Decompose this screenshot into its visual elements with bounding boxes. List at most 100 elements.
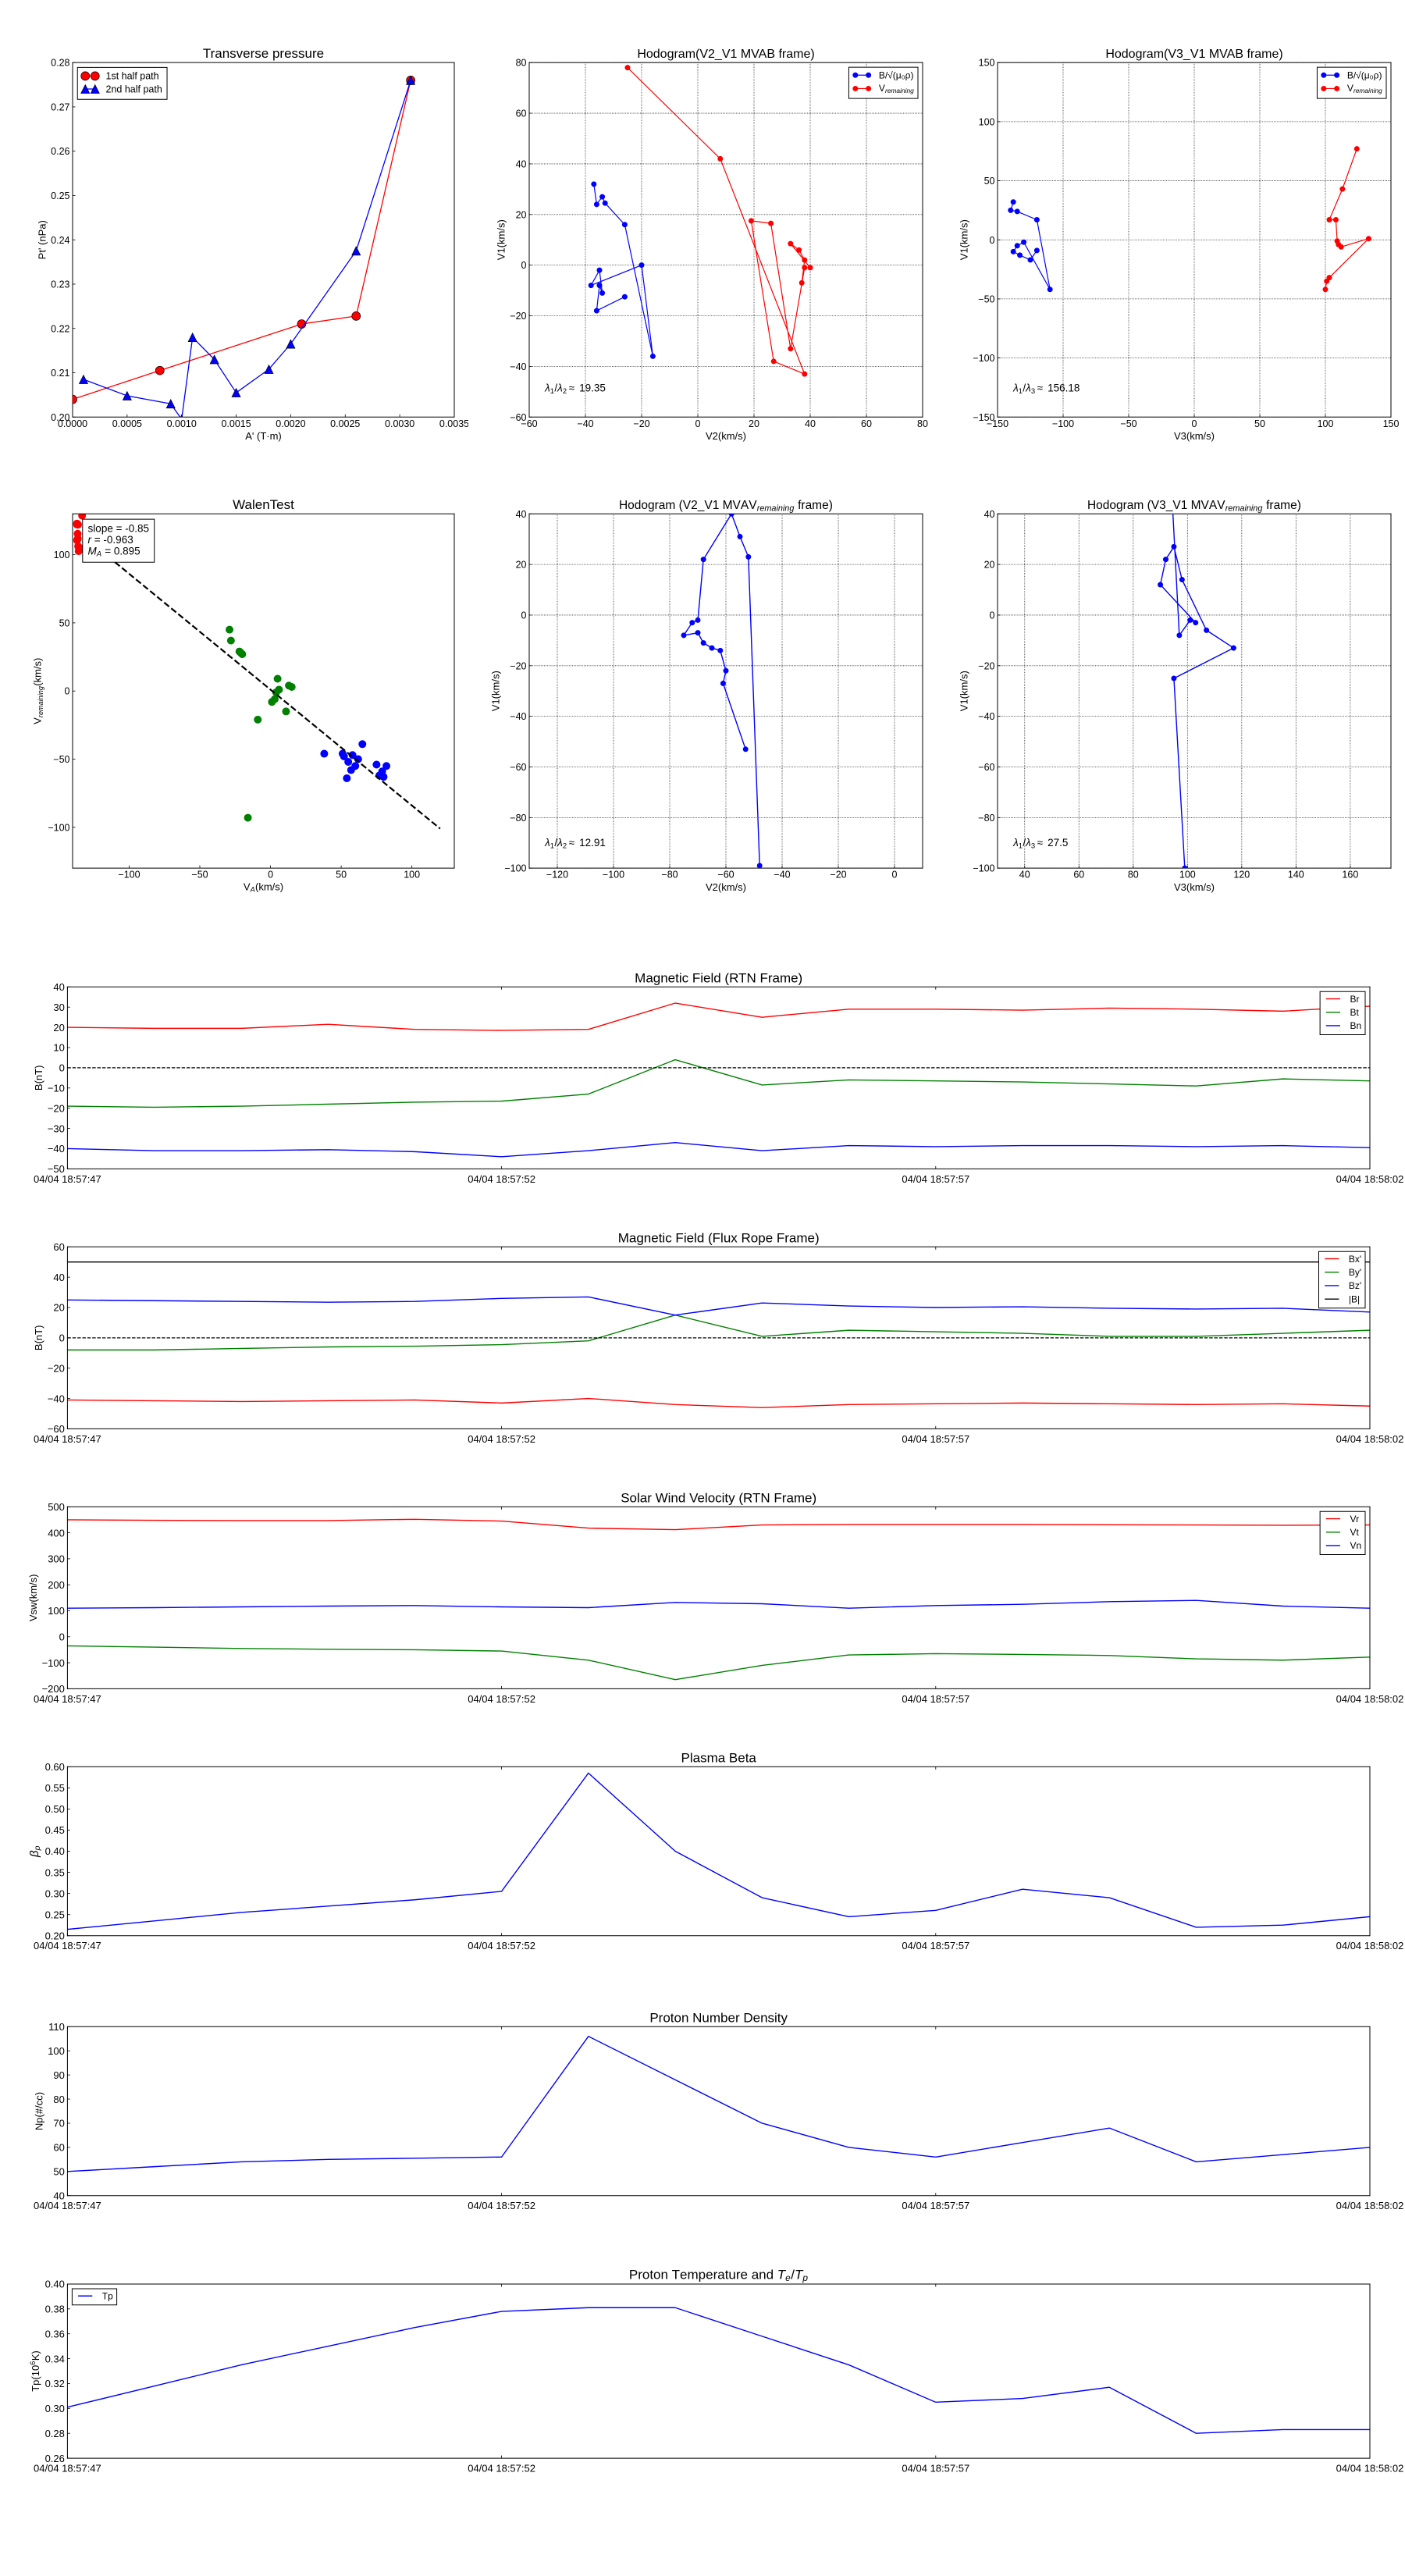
svg-text:500: 500 — [48, 1501, 65, 1513]
svg-text:0.36: 0.36 — [45, 2328, 65, 2339]
svg-text:V3(km/s): V3(km/s) — [1174, 430, 1215, 442]
svg-text:10: 10 — [53, 1041, 64, 1053]
svg-text:−80: −80 — [978, 813, 994, 824]
svg-text:Np(#/cc): Np(#/cc) — [34, 2091, 45, 2129]
svg-text:0.34: 0.34 — [45, 2353, 65, 2364]
svg-text:04/04 18:58:02: 04/04 18:58:02 — [1336, 1940, 1404, 1952]
svg-text:B(nT): B(nT) — [33, 1065, 44, 1091]
svg-text:Bx': Bx' — [1349, 1253, 1361, 1264]
svg-text:04/04 18:57:47: 04/04 18:57:47 — [34, 2462, 101, 2474]
svg-text:Pt' (nPa): Pt' (nPa) — [36, 220, 48, 259]
svg-text:20: 20 — [53, 1301, 64, 1313]
svg-text:V1(km/s): V1(km/s) — [496, 219, 507, 260]
svg-text:40: 40 — [516, 509, 527, 520]
svg-text:WalenTest: WalenTest — [233, 497, 294, 512]
svg-text:0.21: 0.21 — [51, 368, 69, 379]
svg-text:0.50: 0.50 — [45, 1803, 65, 1815]
svg-text:0.55: 0.55 — [45, 1782, 65, 1794]
svg-text:0.23: 0.23 — [51, 279, 69, 290]
svg-text:0.30: 0.30 — [45, 1888, 65, 1899]
svg-text:04/04 18:57:57: 04/04 18:57:57 — [902, 2200, 969, 2211]
svg-text:Vn: Vn — [1350, 1540, 1362, 1551]
svg-text:V ( k m: V ( k m / s ) A — [244, 880, 287, 893]
svg-text:110: 110 — [48, 2021, 65, 2033]
svg-text:−50: −50 — [1120, 418, 1136, 429]
svg-text:04/04 18:58:02: 04/04 18:58:02 — [1336, 2462, 1404, 2474]
svg-text:λ λ 1 3: λ λ 1 3 / ≈ 1 5 6 . 1 8 — [1012, 382, 1080, 397]
svg-text:80: 80 — [516, 58, 527, 69]
svg-text:−50: −50 — [48, 1163, 65, 1175]
svg-text:0: 0 — [990, 610, 995, 621]
svg-text:160: 160 — [1342, 870, 1358, 881]
svg-text:04/04 18:57:47: 04/04 18:57:47 — [34, 1172, 101, 1184]
svg-text:04/04 18:58:02: 04/04 18:58:02 — [1336, 1172, 1404, 1184]
svg-text:P r o t: P r o t o n T e m p e r a t u r e a n d … — [629, 2267, 808, 2284]
svg-text:λ λ 1 3: λ λ 1 3 / ≈ 2 7 . 5 — [1012, 836, 1068, 851]
svg-text:04/04 18:58:02: 04/04 18:58:02 — [1336, 1692, 1404, 1704]
svg-text:100: 100 — [48, 1605, 65, 1617]
svg-text:60: 60 — [53, 1241, 64, 1253]
svg-text:40: 40 — [53, 2190, 64, 2201]
svg-text:04/04 18:57:52: 04/04 18:57:52 — [468, 2462, 535, 2474]
svg-text:−80: −80 — [661, 870, 678, 881]
svg-text:04/04 18:58:02: 04/04 18:58:02 — [1336, 1432, 1404, 1444]
svg-text:0: 0 — [1192, 418, 1197, 429]
svg-text:0.40: 0.40 — [45, 1845, 65, 1857]
svg-text:−20: −20 — [48, 1362, 65, 1374]
svg-text:0.26: 0.26 — [45, 2452, 65, 2464]
svg-text:150: 150 — [979, 58, 995, 69]
svg-text:0: 0 — [65, 686, 70, 697]
svg-text:Hodogram(V2_V1 MVAB frame): Hodogram(V2_V1 MVAB frame) — [637, 48, 814, 61]
svg-text:−40: −40 — [510, 711, 526, 722]
svg-text:V3(km/s): V3(km/s) — [1174, 881, 1215, 893]
svg-text:0: 0 — [59, 1062, 65, 1073]
svg-text:V ( k m: V ( k m / s ) r e m a i n i n g — [31, 654, 46, 724]
svg-text:04/04 18:57:52: 04/04 18:57:52 — [468, 1432, 535, 1444]
svg-text:V1(km/s): V1(km/s) — [959, 219, 970, 260]
svg-text:90: 90 — [53, 2069, 64, 2080]
svg-text:100: 100 — [48, 2044, 65, 2056]
svg-text:B/√(μ₀ρ): B/√(μ₀ρ) — [879, 69, 914, 80]
svg-text:0: 0 — [521, 260, 527, 271]
svg-text:04/04 18:57:52: 04/04 18:57:52 — [468, 2200, 535, 2211]
svg-text:−40: −40 — [48, 1393, 65, 1404]
svg-text:−40: −40 — [48, 1143, 65, 1155]
svg-text:100: 100 — [1179, 870, 1196, 881]
svg-text:2nd half path: 2nd half path — [106, 84, 162, 94]
svg-text:−10: −10 — [48, 1082, 65, 1094]
svg-text:Vsw(km/s): Vsw(km/s) — [27, 1574, 39, 1621]
svg-text:Bt: Bt — [1350, 1006, 1360, 1017]
svg-text:40: 40 — [516, 158, 527, 169]
svg-text:0.0015: 0.0015 — [221, 418, 251, 429]
svg-text:Bz': Bz' — [1349, 1280, 1361, 1291]
svg-text:λ λ 1 2: λ λ 1 2 / ≈ 1 9 . 3 5 — [544, 382, 606, 397]
svg-text:20: 20 — [516, 560, 527, 571]
svg-text:0: 0 — [695, 418, 701, 429]
svg-text:−80: −80 — [510, 813, 526, 824]
svg-text:T p ( 1: T p ( 1 0 K ) 6 — [29, 2347, 42, 2391]
svg-text:−50: −50 — [53, 754, 69, 765]
svg-text:100: 100 — [404, 870, 420, 881]
svg-text:0.0020: 0.0020 — [276, 418, 305, 429]
svg-text:120: 120 — [1233, 870, 1250, 881]
svg-text:0.30: 0.30 — [45, 2403, 65, 2414]
svg-text:0.22: 0.22 — [51, 323, 69, 334]
svg-text:20: 20 — [984, 560, 995, 571]
svg-text:04/04 18:57:47: 04/04 18:57:47 — [34, 1432, 101, 1444]
svg-text:B/√(μ₀ρ): B/√(μ₀ρ) — [1347, 69, 1382, 80]
svg-text:60: 60 — [516, 109, 527, 119]
svg-text:0.40: 0.40 — [45, 2278, 65, 2290]
svg-text:V1(km/s): V1(km/s) — [490, 671, 502, 711]
svg-text:200: 200 — [48, 1578, 65, 1590]
svg-text:−100: −100 — [603, 870, 624, 881]
svg-text:80: 80 — [1128, 870, 1139, 881]
svg-text:0.32: 0.32 — [45, 2378, 65, 2389]
svg-text:−120: −120 — [546, 870, 568, 881]
svg-text:04/04 18:57:47: 04/04 18:57:47 — [34, 1940, 101, 1952]
svg-text:0.38: 0.38 — [45, 2303, 65, 2314]
svg-text:−100: −100 — [42, 1656, 65, 1668]
svg-text:0: 0 — [892, 870, 898, 881]
svg-text:04/04 18:58:02: 04/04 18:58:02 — [1336, 2200, 1404, 2211]
svg-text:−60: −60 — [717, 870, 734, 881]
svg-text:0.20: 0.20 — [45, 1930, 65, 1941]
